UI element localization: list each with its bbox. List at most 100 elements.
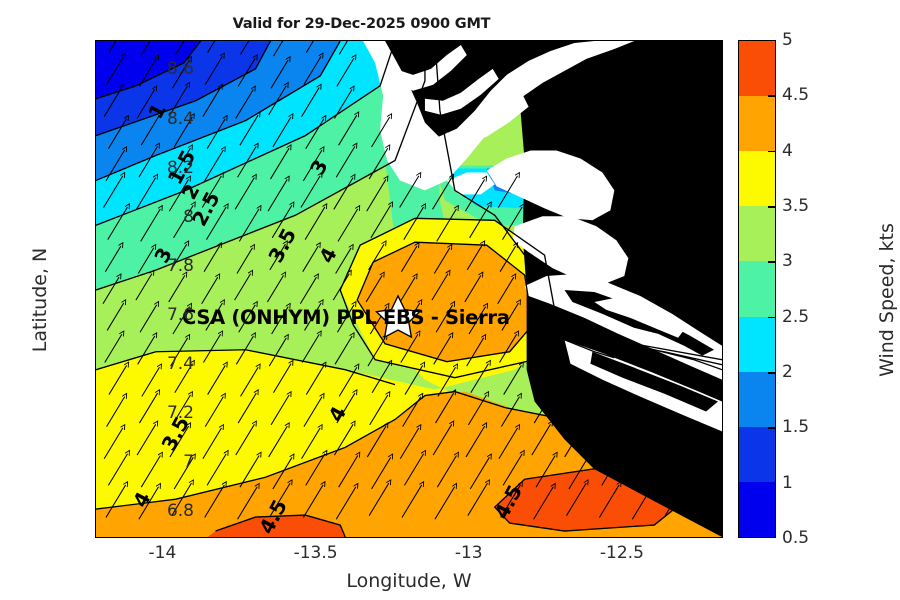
wind-arrow — [141, 41, 151, 55]
wind-arrow — [201, 176, 221, 208]
wind-arrow — [498, 428, 518, 459]
wind-arrow — [466, 244, 483, 271]
wind-arrow — [470, 364, 489, 394]
wind-arrow — [368, 244, 385, 271]
wind-arrow — [366, 426, 386, 458]
wind-arrow — [107, 207, 128, 240]
colorbar-band — [739, 316, 775, 372]
wind-arrow — [268, 426, 288, 458]
wind-arrow — [140, 456, 160, 488]
wind-arrow — [566, 483, 586, 516]
wind-arrow — [203, 246, 220, 272]
wind-arrow — [497, 277, 514, 305]
wind-arrow — [138, 487, 159, 520]
wind-arrow — [333, 178, 353, 210]
wind-arrow — [302, 485, 323, 518]
wind-arrow — [170, 338, 188, 367]
wind-arrow — [305, 119, 324, 150]
y-axis-label: Latitude, N — [29, 247, 51, 353]
wind-arrow — [464, 179, 484, 212]
wind-arrow — [168, 179, 188, 212]
star-marker[interactable] — [375, 294, 422, 339]
colorbar-band — [739, 481, 775, 537]
wind-arrow — [234, 274, 251, 301]
y-tick-label: 8 — [183, 206, 194, 227]
wind-arrow — [335, 146, 355, 178]
wind-arrow — [365, 275, 382, 303]
colorbar-tick-mark — [768, 316, 776, 319]
wind-arrow — [272, 41, 284, 57]
wind-arrow — [305, 454, 325, 486]
wind-arrow — [140, 209, 161, 242]
wind-arrow — [206, 454, 226, 486]
wind-arrow — [139, 393, 157, 424]
wind-arrow — [338, 456, 358, 488]
wind-arrow — [237, 146, 257, 178]
wind-arrow — [139, 58, 156, 87]
wind-arrow — [140, 115, 159, 146]
wind-arrow — [399, 176, 419, 208]
wind-arrow — [371, 457, 391, 490]
wind-arrow — [499, 334, 517, 363]
wind-arrow — [102, 277, 119, 305]
wind-arrow — [141, 367, 160, 397]
y-tick-label: 8.2 — [166, 157, 194, 178]
wind-arrow — [268, 338, 286, 367]
wind-arrow — [206, 119, 225, 150]
wind-arrow — [106, 303, 124, 331]
wind-vector-arrows — [102, 41, 720, 520]
wind-arrow — [332, 274, 349, 301]
colorbar-tick-label: 0.5 — [782, 528, 810, 548]
y-tick-label: 7.6 — [166, 304, 194, 325]
wind-arrow — [171, 395, 190, 426]
wind-arrow — [333, 89, 352, 119]
wind-arrow — [169, 426, 189, 458]
colorbar-label: Wind Speed, kts — [876, 223, 898, 377]
wind-arrow — [173, 117, 192, 148]
wind-arrow — [104, 334, 122, 363]
wind-arrow — [205, 207, 226, 240]
wind-arrow — [136, 178, 155, 210]
wind-arrow — [535, 456, 555, 488]
wind-arrow — [107, 454, 127, 486]
colorbar-tick-mark — [768, 95, 776, 97]
colorbar-tick-mark — [768, 482, 776, 485]
colorbar-band — [739, 371, 775, 427]
wind-arrow — [172, 307, 190, 335]
wind-arrow — [301, 88, 320, 117]
wind-arrow — [305, 365, 324, 395]
wind-arrow — [171, 60, 189, 89]
wind-arrow — [171, 148, 191, 180]
wind-arrow — [437, 367, 456, 397]
wind-arrow — [238, 209, 259, 242]
wind-arrow — [435, 305, 453, 333]
wind-arrow — [404, 365, 423, 395]
wind-arrow — [204, 485, 225, 518]
wind-arrow — [236, 248, 253, 274]
wind-arrow — [271, 205, 292, 239]
y-tick-label: 7.2 — [166, 402, 194, 423]
wind-arrow — [268, 86, 287, 116]
wind-arrow — [237, 487, 258, 520]
wind-arrow — [107, 119, 126, 150]
y-tick-label: 8.4 — [166, 108, 194, 129]
wind-arrow — [235, 89, 254, 119]
wind-arrow — [235, 336, 253, 365]
wind-arrow — [333, 424, 353, 456]
wind-arrow — [465, 426, 485, 458]
map-plot-area[interactable]: 1 1.5 2 2.5 3 3 3.5 4 3.5 4 4.5 4 3 3.5 4 4.5 — [95, 40, 723, 538]
wind-arrow — [631, 487, 652, 520]
wind-arrow — [174, 41, 185, 57]
wind-arrow — [432, 424, 452, 456]
wind-arrow — [371, 117, 390, 148]
wind-arrow — [502, 454, 522, 486]
wind-arrow — [170, 244, 187, 271]
wind-arrow — [464, 275, 481, 303]
wind-arrow — [139, 305, 157, 333]
wind-arrow — [630, 424, 649, 456]
wind-arrow — [338, 367, 357, 397]
wind-arrow — [598, 485, 619, 518]
colorbar[interactable] — [738, 40, 776, 538]
